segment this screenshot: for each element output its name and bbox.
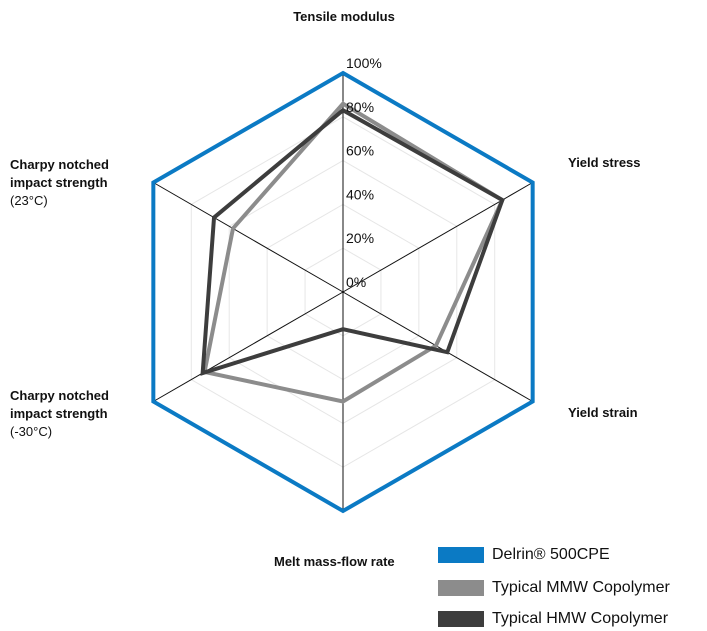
legend-swatch [438,611,484,627]
series-line-delrin [151,70,535,514]
radial-tick-label: 100% [346,55,382,71]
axis-title: Melt mass-flow rate [274,554,395,569]
axis-subtitle: (23°C) [10,193,48,208]
axis-label-melt-mass-flow-rate: Melt mass-flow rate [274,553,424,571]
axis-spoke [153,182,344,293]
axis-title: Yield strain [568,405,638,420]
legend-item-mmw: Typical MMW Copolymer [438,578,706,600]
series-line-hmw [200,107,505,376]
axis-spoke [342,291,533,402]
legend-label: Delrin® 500CPE [492,546,610,563]
radial-tick-label: 80% [346,99,374,115]
axis-label-yield-strain: Yield strain [568,404,678,422]
axis-title: Charpy notched impact strength [10,157,109,190]
axis-label-charpy-minus-30: Charpy notched impact strength (-30°C) [10,387,135,441]
axis-title: Yield stress [568,155,641,170]
radar-series [151,70,535,514]
radial-tick-label: 40% [346,186,374,202]
radar-grid [153,73,533,511]
legend-item-hmw: Typical HMW Copolymer [438,609,706,631]
radial-tick-label: 60% [346,143,374,159]
axis-label-tensile-modulus: Tensile modulus [260,8,428,26]
axis-title: Charpy notched impact strength [10,388,109,421]
legend-label: Typical HMW Copolymer [492,610,669,627]
legend-swatch [438,547,484,563]
legend-item-delrin: Delrin® 500CPE [438,545,706,567]
radial-tick-label: 20% [346,230,374,246]
axis-label-charpy-23: Charpy notched impact strength (23°C) [10,156,135,210]
axis-label-yield-stress: Yield stress [568,154,678,172]
radial-tick-label: 0% [346,274,366,290]
legend-label: Typical MMW Copolymer [492,579,670,596]
legend-swatch [438,580,484,596]
radial-tick-labels: 0% 20% 40% 60% 80% 100% [346,55,382,290]
axis-spoke [153,291,344,402]
axis-subtitle: (-30°C) [10,424,53,439]
axis-title: Tensile modulus [293,9,395,24]
